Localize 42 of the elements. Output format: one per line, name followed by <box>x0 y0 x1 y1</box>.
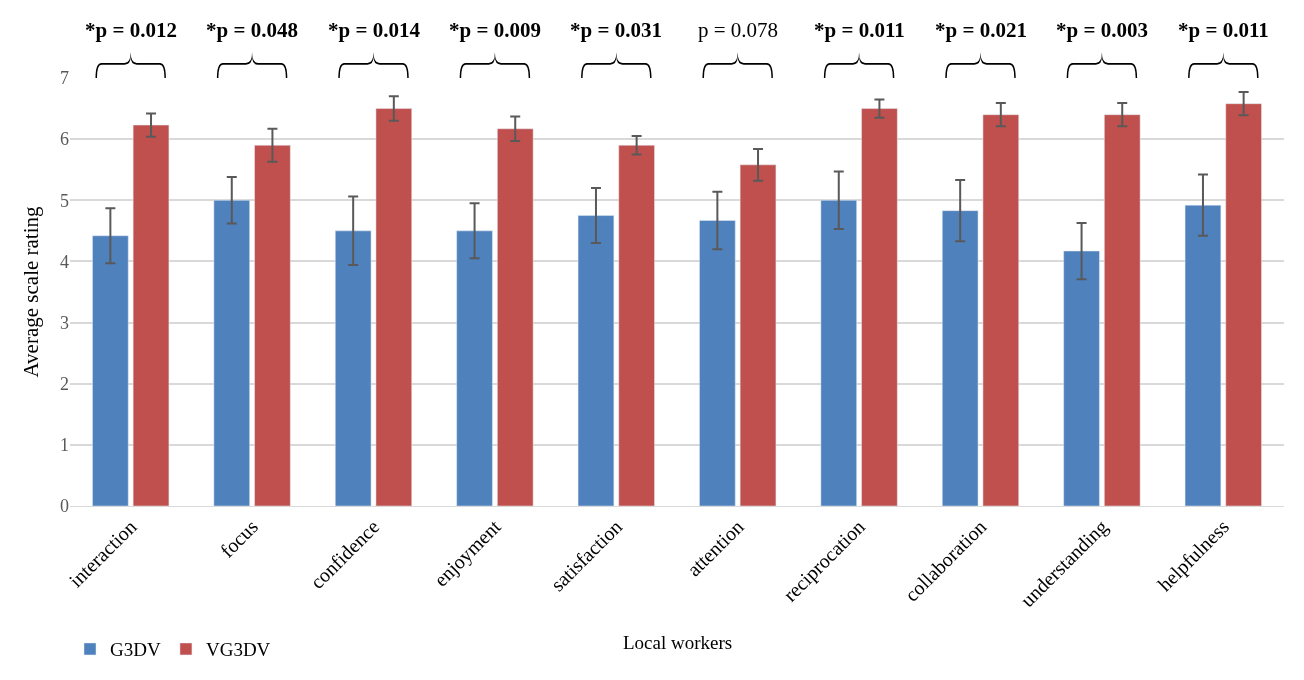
bar <box>982 114 1019 506</box>
x-axis-title: Local workers <box>623 632 733 653</box>
text: *p = 0.009 <box>449 18 541 42</box>
bar <box>497 128 534 506</box>
legend-label: VG3DV <box>205 639 271 661</box>
bar <box>335 230 372 506</box>
y-tick-label: 0 <box>60 496 69 517</box>
bar <box>254 145 291 506</box>
y-tick-label: 4 <box>60 251 69 272</box>
text: *p = 0.012 <box>85 18 177 42</box>
bar <box>1063 250 1100 506</box>
text: p = 0.078 <box>698 18 779 42</box>
text: *p = 0.003 <box>1056 18 1148 42</box>
text: *p = 0.014 <box>328 18 421 42</box>
bar <box>1225 103 1262 506</box>
y-axis-title: Average scale rating <box>19 205 44 378</box>
bar <box>1104 114 1141 506</box>
y-tick-label: 3 <box>60 312 69 333</box>
bar <box>1184 204 1222 506</box>
bar <box>375 108 412 506</box>
text: *p = 0.031 <box>570 18 662 42</box>
bar <box>92 235 129 506</box>
bar <box>820 200 857 506</box>
text: *p = 0.011 <box>1178 18 1269 42</box>
y-tick-label: 2 <box>60 374 69 395</box>
y-tick-label: 5 <box>60 190 69 211</box>
bar <box>861 108 898 506</box>
text: *p = 0.021 <box>935 18 1027 42</box>
bar <box>942 210 979 506</box>
bar <box>739 164 777 506</box>
legend-label: G3DV <box>110 639 161 661</box>
bar <box>456 230 493 506</box>
bar <box>577 215 615 506</box>
text: *p = 0.048 <box>206 18 298 42</box>
y-tick-label: 6 <box>60 129 69 150</box>
text: *p = 0.011 <box>814 18 905 42</box>
y-tick-label: 7 <box>60 68 69 89</box>
bar <box>213 200 250 506</box>
y-tick-label: 1 <box>60 435 69 456</box>
bar <box>618 145 655 506</box>
bar <box>132 124 170 506</box>
bar <box>699 220 736 506</box>
